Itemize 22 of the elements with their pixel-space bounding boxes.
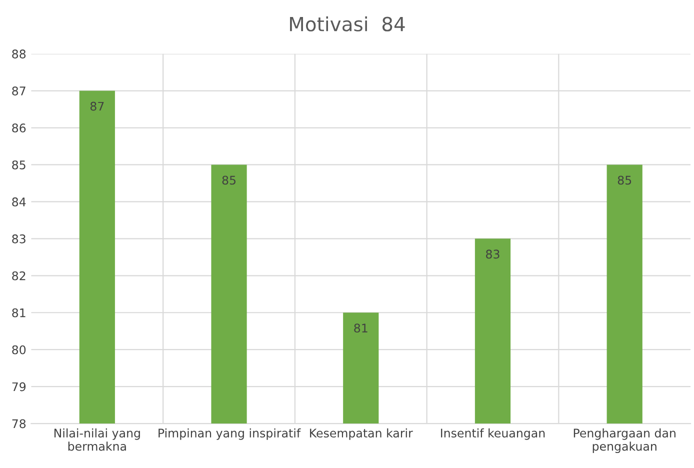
y-tick-label: 81 xyxy=(12,308,26,318)
x-tick-label: Penghargaan dan pengakuan xyxy=(574,428,676,454)
data-label: 81 xyxy=(354,324,368,333)
y-tick-label: 78 xyxy=(12,419,26,428)
x-tick-label: Nilai-nilai yang bermakna xyxy=(54,428,140,451)
data-label: 85 xyxy=(618,176,632,185)
y-tick-label: 85 xyxy=(12,160,26,170)
y-tick-label: 84 xyxy=(12,197,26,206)
data-label: 87 xyxy=(90,102,104,111)
data-label: 85 xyxy=(222,176,236,185)
y-tick-label: 80 xyxy=(12,345,26,354)
y-tick-label: 82 xyxy=(12,271,26,280)
chart-title: Motivasi 84 xyxy=(290,16,405,32)
x-tick-label: Pimpinan yang inspiratif xyxy=(158,428,301,440)
y-tick-label: 86 xyxy=(12,123,26,132)
x-tick-label: Insentif keuangan xyxy=(441,428,545,440)
x-tick-label: Kesempatan karir xyxy=(310,428,413,440)
y-tick-label: 79 xyxy=(12,382,26,392)
y-tick-label: 83 xyxy=(12,234,26,244)
y-tick-label: 87 xyxy=(12,86,26,96)
y-tick-label: 88 xyxy=(12,50,26,58)
data-label: 83 xyxy=(486,250,500,259)
